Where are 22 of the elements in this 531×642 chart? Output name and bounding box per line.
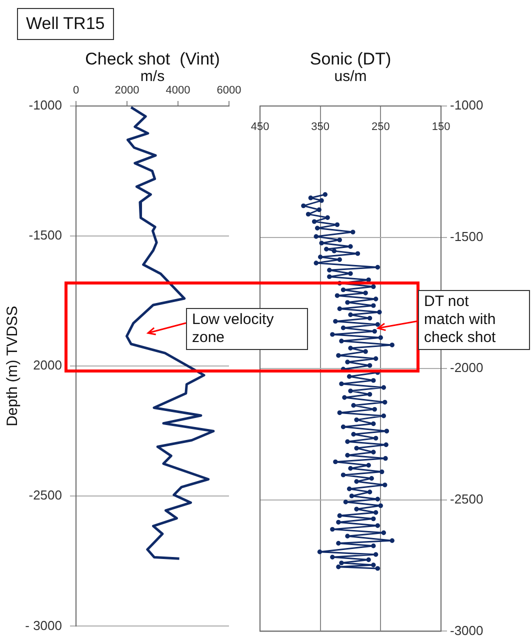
y-tick-label: 2000: [33, 358, 62, 373]
y-tick-label: -1500: [450, 228, 484, 244]
y-tick-label: -2000: [450, 360, 484, 376]
x-tick-label: 2000: [114, 84, 140, 96]
x-axis-title: m/s: [140, 68, 165, 86]
x-axis-title: us/m: [334, 68, 367, 86]
x-tick-label: 0: [72, 84, 80, 96]
y-axis-title: Depth (m) TVDSS: [4, 306, 22, 426]
chart-title: Check shot (Vint): [85, 50, 220, 69]
y-tick-label: -1000: [28, 98, 62, 113]
text: Well TR15: [17, 8, 114, 40]
y-tick-label: -1500: [28, 228, 62, 243]
y-tick-label: -3000: [450, 622, 484, 638]
y-tick-label: -2500: [28, 488, 62, 503]
y-tick-label: -2500: [450, 491, 484, 506]
y-tick-label: -1000: [450, 98, 484, 113]
x-tick-label: 4000: [166, 84, 190, 96]
y-tick-label: - 3000: [25, 618, 62, 633]
chart-title: Sonic (DT): [310, 50, 392, 69]
annotation: DT not match with check shot: [418, 290, 530, 350]
x-tick-label: 6000: [216, 84, 242, 96]
annotation: Low velocity zone: [186, 308, 308, 350]
